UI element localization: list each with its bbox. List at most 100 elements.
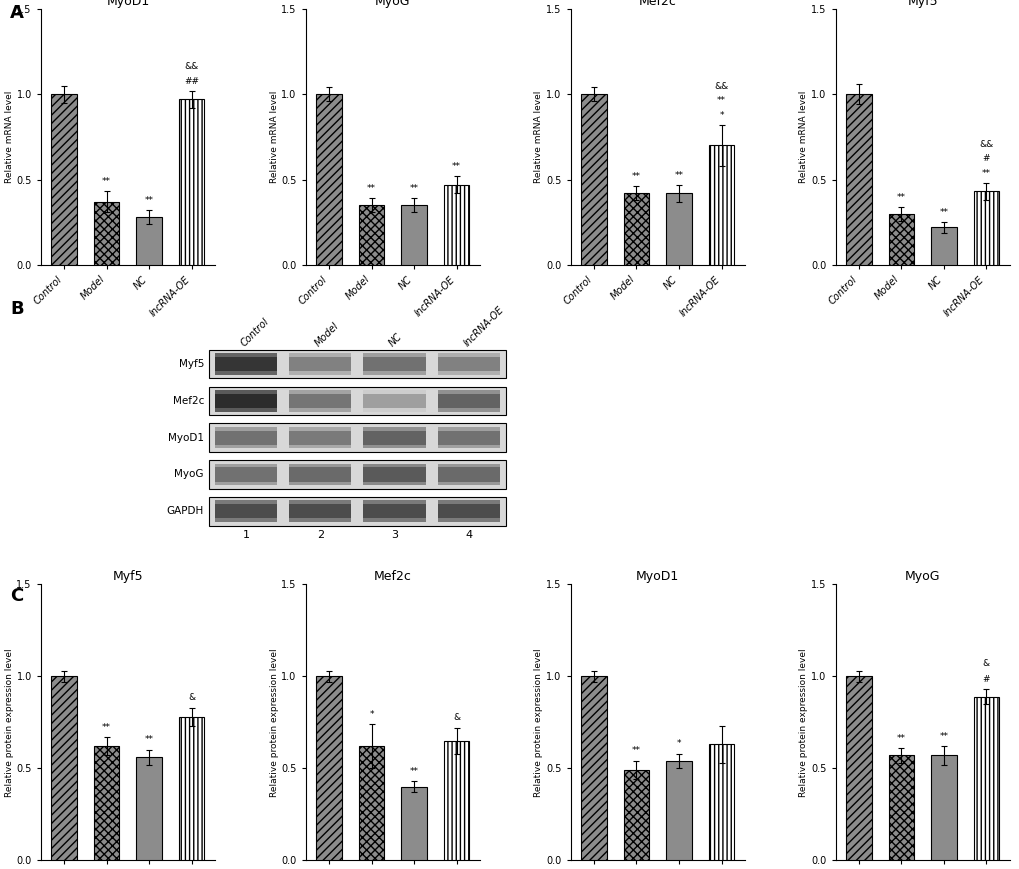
Bar: [209, 423, 505, 452]
Y-axis label: Relative mRNA level: Relative mRNA level: [5, 90, 13, 183]
Bar: [437, 394, 499, 408]
Title: MyoD1: MyoD1: [636, 570, 679, 583]
Bar: [288, 468, 352, 481]
Bar: [437, 390, 499, 394]
Bar: [930, 228, 956, 265]
Bar: [215, 357, 277, 371]
Title: MyoG: MyoG: [375, 0, 411, 8]
Bar: [363, 430, 425, 445]
Title: MyoG: MyoG: [904, 570, 940, 583]
Text: A: A: [10, 4, 24, 23]
Bar: [708, 145, 734, 265]
Text: NC: NC: [387, 332, 404, 348]
Y-axis label: Relative mRNA level: Relative mRNA level: [799, 90, 807, 183]
Title: Mef2c: Mef2c: [638, 0, 676, 8]
Title: Mef2c: Mef2c: [374, 570, 412, 583]
Text: 3: 3: [390, 530, 397, 541]
Bar: [581, 94, 606, 265]
Text: **: **: [145, 735, 154, 745]
Bar: [437, 445, 499, 448]
Bar: [51, 94, 76, 265]
Bar: [215, 445, 277, 448]
Bar: [665, 193, 691, 265]
Bar: [288, 504, 352, 518]
Text: &: &: [187, 693, 195, 702]
Text: Mef2c: Mef2c: [172, 396, 204, 406]
Text: **: **: [674, 170, 683, 180]
Bar: [888, 214, 913, 265]
Text: &&: &&: [184, 62, 199, 71]
Bar: [209, 387, 505, 415]
Bar: [363, 427, 425, 430]
Bar: [94, 746, 119, 860]
Bar: [215, 481, 277, 485]
Text: #: #: [981, 674, 989, 684]
Bar: [363, 354, 425, 357]
Bar: [94, 202, 119, 265]
Text: Model: Model: [313, 321, 340, 348]
Bar: [316, 94, 341, 265]
Bar: [288, 481, 352, 485]
Bar: [288, 371, 352, 375]
Text: **: **: [896, 193, 905, 202]
Bar: [209, 497, 505, 526]
Text: 4: 4: [465, 530, 472, 541]
Bar: [288, 445, 352, 448]
Text: &&: &&: [978, 140, 993, 149]
Text: **: **: [632, 172, 640, 182]
Text: &: &: [982, 659, 989, 668]
Text: **: **: [102, 722, 111, 732]
Bar: [437, 371, 499, 375]
Bar: [363, 394, 425, 408]
Bar: [178, 99, 204, 265]
Bar: [215, 464, 277, 468]
Bar: [930, 755, 956, 860]
Bar: [400, 205, 426, 265]
Text: *: *: [718, 110, 723, 120]
Bar: [437, 354, 499, 357]
Bar: [288, 390, 352, 394]
Bar: [363, 504, 425, 518]
Bar: [288, 518, 352, 522]
Bar: [288, 464, 352, 468]
Bar: [209, 349, 505, 378]
Bar: [215, 371, 277, 375]
Bar: [363, 501, 425, 504]
Bar: [215, 408, 277, 412]
Bar: [624, 770, 649, 860]
Bar: [363, 481, 425, 485]
Text: &&: &&: [713, 82, 728, 90]
Bar: [288, 394, 352, 408]
Y-axis label: Relative protein expression level: Relative protein expression level: [799, 648, 807, 797]
Text: *: *: [369, 710, 374, 719]
Bar: [215, 427, 277, 430]
Bar: [888, 755, 913, 860]
Y-axis label: Relative mRNA level: Relative mRNA level: [269, 90, 278, 183]
Text: MyoD1: MyoD1: [168, 433, 204, 442]
Bar: [215, 468, 277, 481]
Bar: [288, 408, 352, 412]
Bar: [288, 427, 352, 430]
Bar: [178, 717, 204, 860]
Bar: [581, 676, 606, 860]
Text: GAPDH: GAPDH: [166, 506, 204, 516]
Bar: [443, 740, 469, 860]
Text: B: B: [10, 300, 23, 318]
Text: **: **: [102, 177, 111, 186]
Bar: [624, 193, 649, 265]
Text: **: **: [410, 184, 418, 193]
Bar: [51, 676, 76, 860]
Bar: [215, 501, 277, 504]
Text: #: #: [981, 155, 989, 163]
Bar: [288, 501, 352, 504]
Title: MyoD1: MyoD1: [106, 0, 150, 8]
Bar: [363, 464, 425, 468]
Bar: [437, 518, 499, 522]
Bar: [437, 430, 499, 445]
Bar: [437, 504, 499, 518]
Bar: [363, 408, 425, 412]
Text: 2: 2: [316, 530, 323, 541]
Text: **: **: [632, 746, 640, 755]
Text: **: **: [938, 732, 948, 740]
Bar: [363, 357, 425, 371]
